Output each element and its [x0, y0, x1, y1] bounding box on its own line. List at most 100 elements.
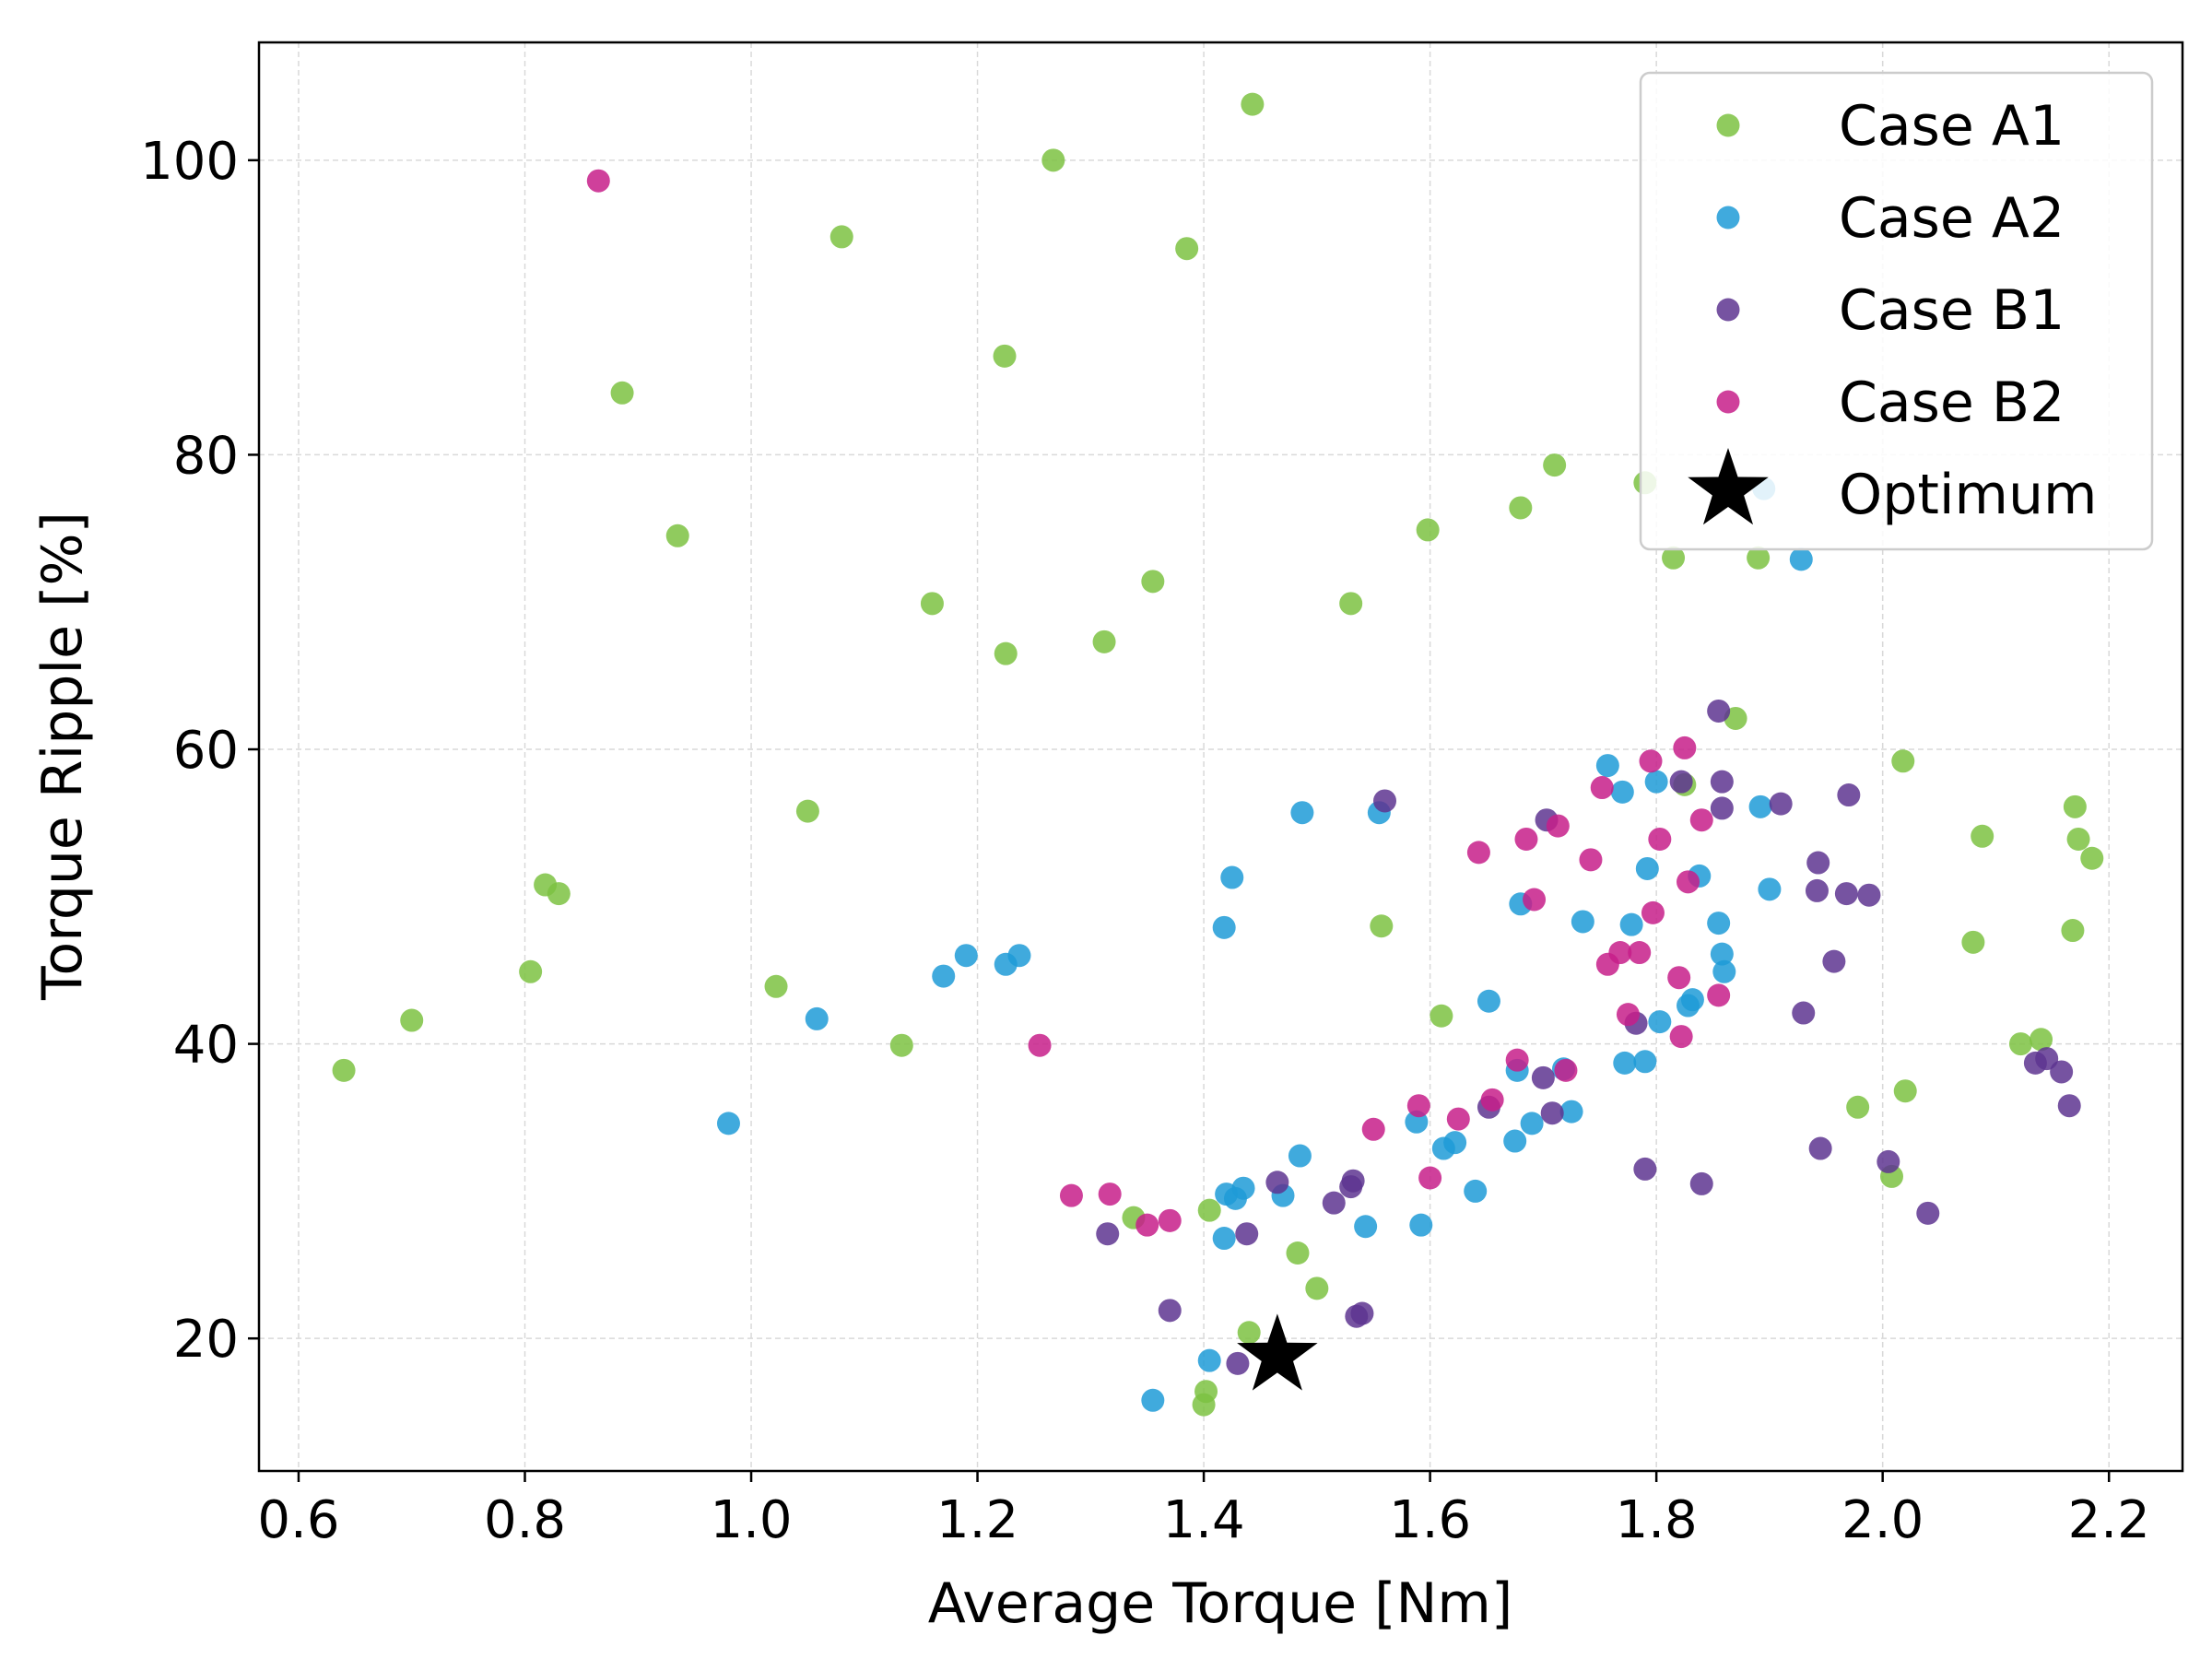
- x-tick-label: 1.4: [1163, 1490, 1245, 1550]
- y-tick-label: 20: [173, 1310, 239, 1370]
- point-case-b1: [1235, 1222, 1259, 1246]
- point-case-b2: [1641, 900, 1665, 924]
- point-case-b1: [1350, 1301, 1374, 1325]
- point-case-a1: [1194, 1380, 1218, 1404]
- point-case-a1: [1430, 1004, 1453, 1028]
- point-case-a1: [2066, 827, 2090, 851]
- point-case-b1: [1806, 851, 1830, 875]
- point-case-b2: [1158, 1208, 1182, 1232]
- point-case-a1: [1543, 453, 1567, 477]
- point-case-a2: [1354, 1215, 1378, 1239]
- point-case-b2: [1554, 1058, 1578, 1082]
- point-case-a2: [1520, 1112, 1544, 1135]
- point-case-a1: [830, 225, 853, 249]
- legend: Case A1 Case A2 Case B1 Case B2 Optimum: [1639, 71, 2154, 551]
- legend-label-case-a1: Case A1: [1839, 94, 2065, 159]
- point-case-b1: [2035, 1047, 2059, 1071]
- legend-marker-optimum: [1688, 448, 1769, 525]
- point-case-a2: [1141, 1388, 1165, 1412]
- point-case-a2: [1758, 877, 1782, 901]
- point-case-a2: [1503, 1129, 1527, 1153]
- point-case-a2: [716, 1112, 740, 1135]
- y-tick-label: 40: [173, 1016, 239, 1076]
- point-case-b1: [1769, 792, 1793, 816]
- point-case-a2: [932, 964, 956, 988]
- point-case-a1: [1416, 518, 1440, 542]
- point-case-b2: [1689, 808, 1713, 832]
- point-case-a2: [1619, 912, 1643, 936]
- point-case-b1: [1322, 1191, 1346, 1215]
- point-case-a1: [1662, 546, 1686, 570]
- point-case-b2: [1098, 1182, 1122, 1206]
- point-case-b1: [1226, 1351, 1250, 1375]
- y-tick-label: 80: [173, 426, 239, 486]
- point-case-b2: [1639, 749, 1663, 773]
- point-case-b1: [1265, 1171, 1289, 1194]
- point-case-a1: [1971, 824, 1994, 848]
- axis-ticks: 0.6 0.8 1.0 1.2 1.4 1.6 1.8 2.0 2.2 20 40 60 80 100: [140, 132, 2150, 1550]
- point-case-a1: [1305, 1277, 1329, 1300]
- x-tick-label: 1.2: [936, 1490, 1018, 1550]
- point-case-a1: [1893, 1079, 1917, 1103]
- point-case-b1: [1808, 1136, 1832, 1160]
- point-case-a1: [1891, 749, 1915, 773]
- point-case-b2: [1616, 1003, 1640, 1027]
- point-case-b1: [1531, 1065, 1555, 1089]
- x-tick-label: 0.8: [484, 1490, 566, 1550]
- point-case-b2: [1418, 1166, 1442, 1190]
- legend-marker-case-b1: [1716, 298, 1740, 322]
- point-case-b1: [1341, 1169, 1365, 1193]
- legend-label-optimum: Optimum: [1839, 463, 2097, 527]
- point-case-a2: [1712, 959, 1736, 983]
- point-case-a1: [795, 799, 819, 823]
- point-case-b1: [1792, 1001, 1816, 1025]
- point-case-b2: [1135, 1213, 1159, 1237]
- point-case-a2: [1288, 1144, 1312, 1168]
- point-case-b1: [1710, 770, 1734, 794]
- legend-label-case-a2: Case A2: [1839, 186, 2065, 251]
- point-case-b1: [1096, 1222, 1120, 1246]
- data-points: [332, 92, 2104, 1417]
- point-case-a2: [1231, 1176, 1255, 1200]
- point-case-b1: [1916, 1201, 1940, 1225]
- y-tick-label: 100: [140, 132, 239, 192]
- point-case-b2: [1361, 1117, 1385, 1141]
- point-case-b2: [1667, 966, 1691, 990]
- point-case-a2: [1613, 1051, 1637, 1075]
- point-case-a1: [920, 592, 944, 616]
- point-case-b2: [1608, 941, 1632, 965]
- point-case-a2: [1710, 942, 1734, 966]
- point-case-b1: [1540, 1101, 1564, 1125]
- point-case-a1: [994, 641, 1018, 665]
- point-case-a1: [610, 381, 634, 405]
- point-case-b2: [1707, 983, 1731, 1007]
- point-case-b2: [586, 169, 610, 193]
- point-case-a1: [1237, 1321, 1261, 1345]
- point-case-a1: [1370, 914, 1394, 938]
- point-case-a2: [1707, 912, 1731, 935]
- point-case-b1: [1822, 949, 1846, 973]
- point-case-b2: [1590, 776, 1614, 800]
- y-axis-label: Torque Ripple [%]: [30, 512, 95, 1001]
- plot-frame: [257, 41, 2184, 1473]
- point-case-a1: [1041, 148, 1065, 172]
- point-case-a1: [1241, 92, 1265, 116]
- point-case-a2: [1648, 1010, 1672, 1034]
- x-tick-label: 2.0: [1841, 1490, 1924, 1550]
- point-case-b2: [1446, 1107, 1470, 1131]
- point-case-a1: [1197, 1198, 1221, 1222]
- x-tick-label: 0.6: [257, 1490, 339, 1550]
- point-case-a2: [1212, 915, 1236, 939]
- point-case-b2: [1673, 735, 1697, 759]
- point-case-a1: [1747, 546, 1771, 570]
- point-case-a2: [1477, 989, 1500, 1013]
- point-case-a2: [1644, 770, 1668, 794]
- point-case-a1: [1339, 592, 1363, 616]
- point-case-a2: [805, 1006, 829, 1030]
- point-case-b1: [2050, 1060, 2074, 1084]
- point-case-a1: [2008, 1032, 2032, 1056]
- point-case-b1: [1689, 1171, 1713, 1195]
- point-case-a2: [954, 944, 978, 968]
- point-case-b1: [1834, 882, 1858, 906]
